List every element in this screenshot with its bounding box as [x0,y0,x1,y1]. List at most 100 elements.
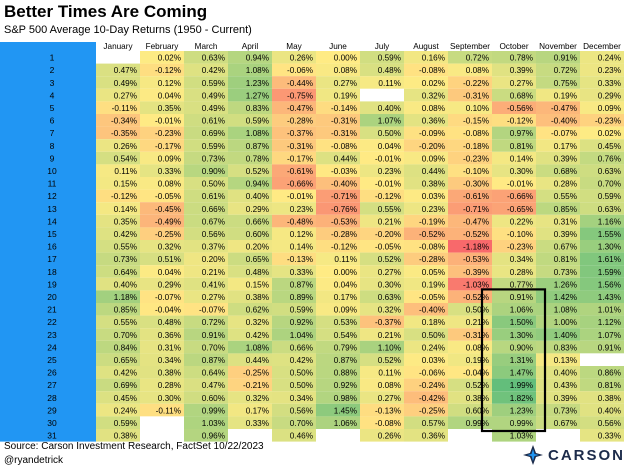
cell-value: 0.94% [246,54,269,63]
cell-value: -0.23% [507,243,533,252]
heat-cell [228,265,272,278]
cell-value: 0.03% [422,192,445,201]
heat-cell [184,164,228,177]
heat-cell [360,252,404,266]
day-label: 13 [47,204,57,214]
cell-value: -0.25% [155,230,181,239]
heat-cell [580,391,624,404]
heat-cell [580,126,624,140]
heat-cell [140,290,184,303]
cell-value: 1.30% [510,331,533,340]
heat-cell [360,340,404,354]
author-handle: @ryandetrick [4,455,64,466]
cell-value: -0.30% [463,180,489,189]
cell-value: 0.10% [466,104,489,113]
cell-value: 0.72% [466,54,489,63]
cell-value: 0.56% [290,406,313,415]
heat-cell [140,114,184,127]
heat-cell [492,277,536,291]
cell-value: 0.19% [554,91,577,100]
heat-cell [580,202,624,215]
heat-cell [184,340,228,354]
heat-cell [536,391,580,404]
cell-value: 0.09% [334,306,357,315]
cell-value: 0.65% [114,356,137,365]
heat-cell [492,340,536,354]
day-label: 20 [47,292,57,302]
day-label: 17 [47,254,57,264]
cell-value: 0.04% [158,91,181,100]
month-header: October [499,42,528,51]
cell-value: 0.23% [378,167,401,176]
heat-cell [228,202,272,215]
heat-cell [448,265,492,278]
cell-value: 0.67% [202,217,225,226]
heat-cell [272,177,316,190]
cell-value: 0.49% [202,104,225,113]
heat-cell [228,151,272,165]
cell-value: 0.21% [202,268,225,277]
cell-value: 0.83% [554,343,577,352]
heat-cell [536,214,580,228]
day-label: 12 [47,191,57,201]
heat-cell [360,429,404,442]
heat-cell [360,114,404,127]
cell-value: 0.11% [114,167,137,176]
heat-cell [404,214,448,228]
cell-value: 1.23% [510,406,533,415]
cell-value: -0.23% [155,129,181,138]
heat-cell [184,303,228,316]
cell-value: -0.66% [287,180,313,189]
heat-cell [492,328,536,341]
cell-value: 0.51% [158,255,181,264]
heat-cell [492,429,536,442]
cell-value: 1.56% [598,280,621,289]
heat-cell [448,126,492,140]
cell-value: -0.07% [199,306,225,315]
heat-cell [404,277,448,291]
heat-cell [316,101,360,114]
heat-cell [404,378,448,392]
cell-value: 0.66% [290,343,313,352]
cell-value: 0.73% [202,154,225,163]
cell-value: -0.08% [375,419,401,428]
cell-value: -0.31% [463,91,489,100]
cell-value: -0.24% [419,381,445,390]
heat-cell [316,227,360,240]
heat-cell [536,290,580,303]
heat-cell [360,214,404,228]
cell-value: 0.33% [246,419,269,428]
heat-cell [404,151,448,165]
cell-value: -0.42% [419,394,445,403]
cell-value: -0.37% [287,129,313,138]
heat-cell [184,88,228,102]
cell-value: 0.33% [158,167,181,176]
heat-cell [140,340,184,354]
cell-value: -0.47% [551,104,577,113]
cell-value: 0.84% [114,343,137,352]
heat-cell [272,328,316,341]
heat-cell [404,429,448,442]
day-label: 2 [50,65,55,75]
heat-cell [536,189,580,203]
heat-cell [184,76,228,89]
cell-value: 0.24% [422,343,445,352]
cell-value: 1.45% [334,406,357,415]
cell-value: 0.45% [114,394,137,403]
heat-cell [272,353,316,366]
heat-cell [140,378,184,392]
heat-cell [228,290,272,303]
heat-cell [448,88,492,102]
heat-cell [184,189,228,203]
heat-cell [448,63,492,77]
cell-value: 0.91% [554,54,577,63]
cell-value: -0.13% [287,255,313,264]
heat-cell [404,416,448,429]
cell-value: 0.39% [554,230,577,239]
cell-value: 0.17% [554,142,577,151]
month-header: March [195,42,218,51]
cell-value: 0.99% [466,419,489,428]
cell-value: -0.21% [243,381,269,390]
cell-value: 0.59% [202,79,225,88]
